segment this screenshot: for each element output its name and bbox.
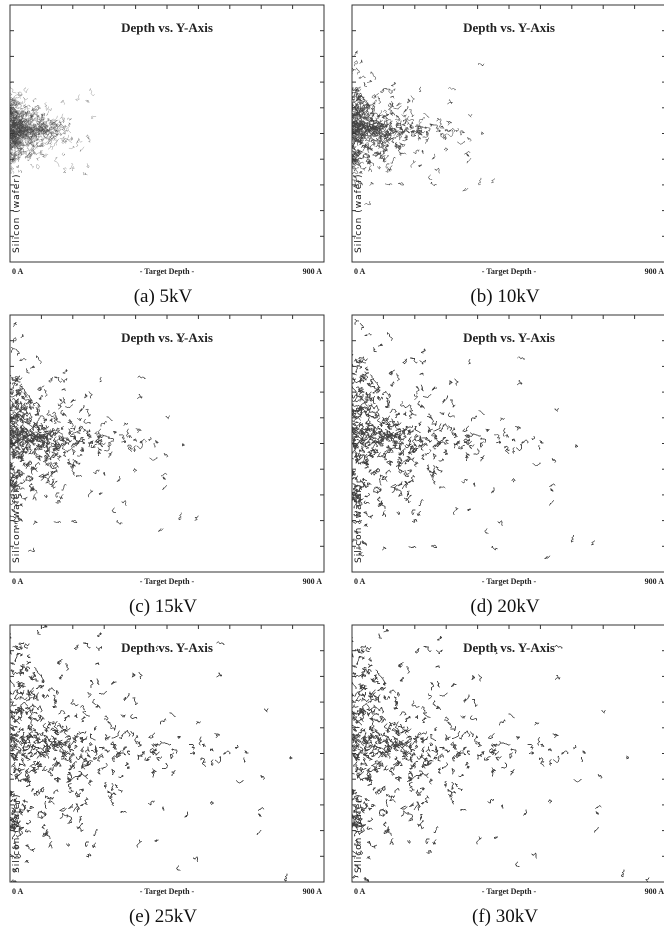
x-end-label: 900 A bbox=[303, 577, 323, 586]
x-start-label: 0 A bbox=[354, 267, 366, 276]
x-start-label: 0 A bbox=[354, 577, 366, 586]
panel-frame bbox=[10, 625, 324, 882]
caption: (e) 25kV bbox=[129, 906, 197, 927]
panel-title: Depth vs. Y-Axis bbox=[463, 20, 555, 35]
x-axis-label: - Target Depth - bbox=[140, 887, 195, 896]
x-end-label: 900 A bbox=[303, 267, 323, 276]
panel-frame bbox=[10, 5, 324, 262]
x-axis-label: - Target Depth - bbox=[482, 577, 537, 586]
x-start-label: 0 A bbox=[12, 887, 24, 896]
x-axis-label: - Target Depth - bbox=[482, 267, 537, 276]
x-axis-label: - Target Depth - bbox=[140, 577, 195, 586]
x-start-label: 0 A bbox=[12, 267, 24, 276]
caption: (a) 5kV bbox=[134, 286, 193, 307]
x-start-label: 0 A bbox=[12, 577, 24, 586]
x-axis-label: - Target Depth - bbox=[482, 887, 537, 896]
caption: (d) 20kV bbox=[470, 596, 539, 617]
panel-frame bbox=[10, 315, 324, 572]
trajectory-cloud bbox=[3, 322, 198, 551]
panel-frame bbox=[352, 625, 664, 882]
x-end-label: 900 A bbox=[303, 887, 323, 896]
panel-title: Depth vs. Y-Axis bbox=[121, 640, 213, 655]
x-start-label: 0 A bbox=[354, 887, 366, 896]
x-end-label: 900 A bbox=[645, 267, 664, 276]
trajectory-cloud bbox=[1, 82, 96, 176]
panel-title: Depth vs. Y-Axis bbox=[121, 20, 213, 35]
panel-title: Depth vs. Y-Axis bbox=[463, 640, 555, 655]
panel-title: Depth vs. Y-Axis bbox=[121, 330, 213, 345]
x-end-label: 900 A bbox=[645, 887, 664, 896]
trajectory-cloud bbox=[345, 51, 495, 205]
x-axis-label: - Target Depth - bbox=[140, 267, 195, 276]
caption: (f) 30kV bbox=[472, 906, 538, 927]
caption: (b) 10kV bbox=[470, 286, 539, 307]
caption: (c) 15kV bbox=[129, 596, 197, 617]
panel-title: Depth vs. Y-Axis bbox=[463, 330, 555, 345]
x-end-label: 900 A bbox=[645, 577, 664, 586]
